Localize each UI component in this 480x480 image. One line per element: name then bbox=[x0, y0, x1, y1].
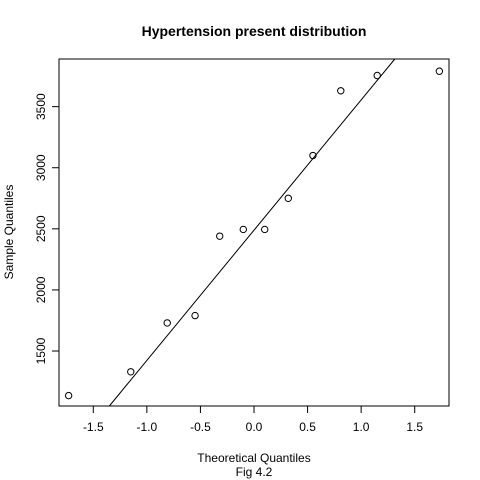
y-axis-label: Sample Quantiles bbox=[2, 185, 16, 280]
x-tick-label: 1.0 bbox=[353, 420, 370, 434]
x-axis-label: Theoretical Quantiles bbox=[197, 451, 310, 465]
x-axis: -1.5 -1.0 -0.5 0.0 0.5 1.0 1.5 bbox=[83, 406, 423, 434]
data-point bbox=[216, 232, 224, 240]
data-point bbox=[435, 67, 444, 75]
data-point bbox=[261, 225, 269, 234]
data-point bbox=[309, 151, 317, 160]
chart-caption: Fig 4.2 bbox=[236, 465, 273, 479]
reference-line bbox=[108, 58, 396, 407]
plot-frame bbox=[58, 58, 450, 407]
y-tick-label: 3000 bbox=[34, 154, 48, 181]
data-point bbox=[373, 71, 381, 80]
data-point bbox=[191, 311, 199, 320]
data-point bbox=[239, 225, 247, 234]
data-point bbox=[163, 319, 171, 327]
y-tick-label: 2500 bbox=[34, 215, 48, 242]
y-tick-label: 2000 bbox=[34, 276, 48, 303]
data-point bbox=[337, 87, 345, 95]
y-tick-label: 3500 bbox=[34, 93, 48, 120]
data-point bbox=[284, 194, 292, 202]
x-tick-label: -1.0 bbox=[137, 420, 158, 434]
data-point bbox=[127, 368, 135, 376]
points-layer bbox=[64, 67, 444, 400]
y-axis: 1500 2000 2500 3000 3500 bbox=[34, 93, 59, 364]
x-tick-label: 0.5 bbox=[299, 420, 316, 434]
x-tick-label: 0.0 bbox=[246, 420, 263, 434]
reference-line-layer bbox=[108, 58, 396, 407]
data-point bbox=[64, 391, 73, 400]
y-tick-label: 1500 bbox=[34, 337, 48, 364]
chart-title: Hypertension present distribution bbox=[142, 23, 367, 39]
x-tick-label: -1.5 bbox=[83, 420, 104, 434]
x-tick-label: 1.5 bbox=[406, 420, 423, 434]
x-tick-label: -0.5 bbox=[190, 420, 211, 434]
